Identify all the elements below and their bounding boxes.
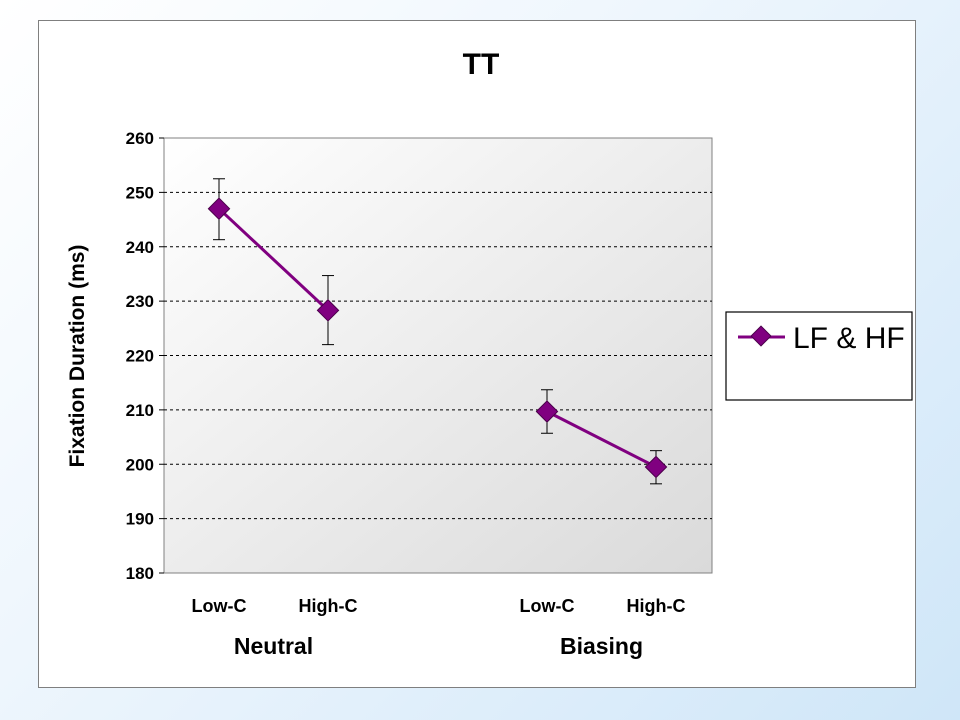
legend-box xyxy=(725,311,913,401)
y-axis-label: Fixation Duration (ms) xyxy=(66,245,89,468)
grid-layer xyxy=(159,137,712,574)
legend: LF & HF xyxy=(725,311,913,401)
legend-entry-label: LF & HF xyxy=(793,322,905,355)
chart-title: TT xyxy=(463,48,500,81)
y-tick-label: 260 xyxy=(126,129,154,148)
y-tick-label: 240 xyxy=(126,238,154,257)
series-layer xyxy=(207,178,668,485)
data-point-marker xyxy=(316,299,340,322)
y-tick-label: 250 xyxy=(126,183,154,202)
data-point-marker xyxy=(535,400,559,423)
y-tick-label: 230 xyxy=(126,292,154,311)
x-category-label: High-C xyxy=(627,596,686,616)
x-category-label: High-C xyxy=(299,596,358,616)
x-group-label: Neutral xyxy=(234,633,313,659)
legend-marker-swatch xyxy=(750,325,772,347)
series-line-segment xyxy=(217,207,330,312)
y-tick-labels: 180 190 200 210 220 230 240 250 260 xyxy=(126,129,154,583)
y-tick-label: 190 xyxy=(126,510,154,529)
x-group-labels: Neutral Biasing xyxy=(234,633,643,659)
data-point-marker xyxy=(644,455,668,479)
data-point-marker xyxy=(207,197,231,221)
plot-area xyxy=(163,137,713,574)
y-tick-label: 200 xyxy=(126,455,154,474)
x-group-label: Biasing xyxy=(560,633,643,659)
x-category-label: Low-C xyxy=(192,596,247,616)
chart-svg: TT 180 190 200 210 220 230 240 250 260 Fixation … xyxy=(66,48,913,659)
chart-frame: TT 180 190 200 210 220 230 240 250 260 Fixation … xyxy=(38,20,916,688)
y-tick-label: 210 xyxy=(126,401,154,420)
y-tick-label: 180 xyxy=(126,564,154,583)
series-line-segment xyxy=(546,410,657,469)
y-tick-label: 220 xyxy=(126,347,154,366)
x-category-labels: Low-C High-C Low-C High-C xyxy=(192,596,686,616)
x-category-label: Low-C xyxy=(520,596,575,616)
